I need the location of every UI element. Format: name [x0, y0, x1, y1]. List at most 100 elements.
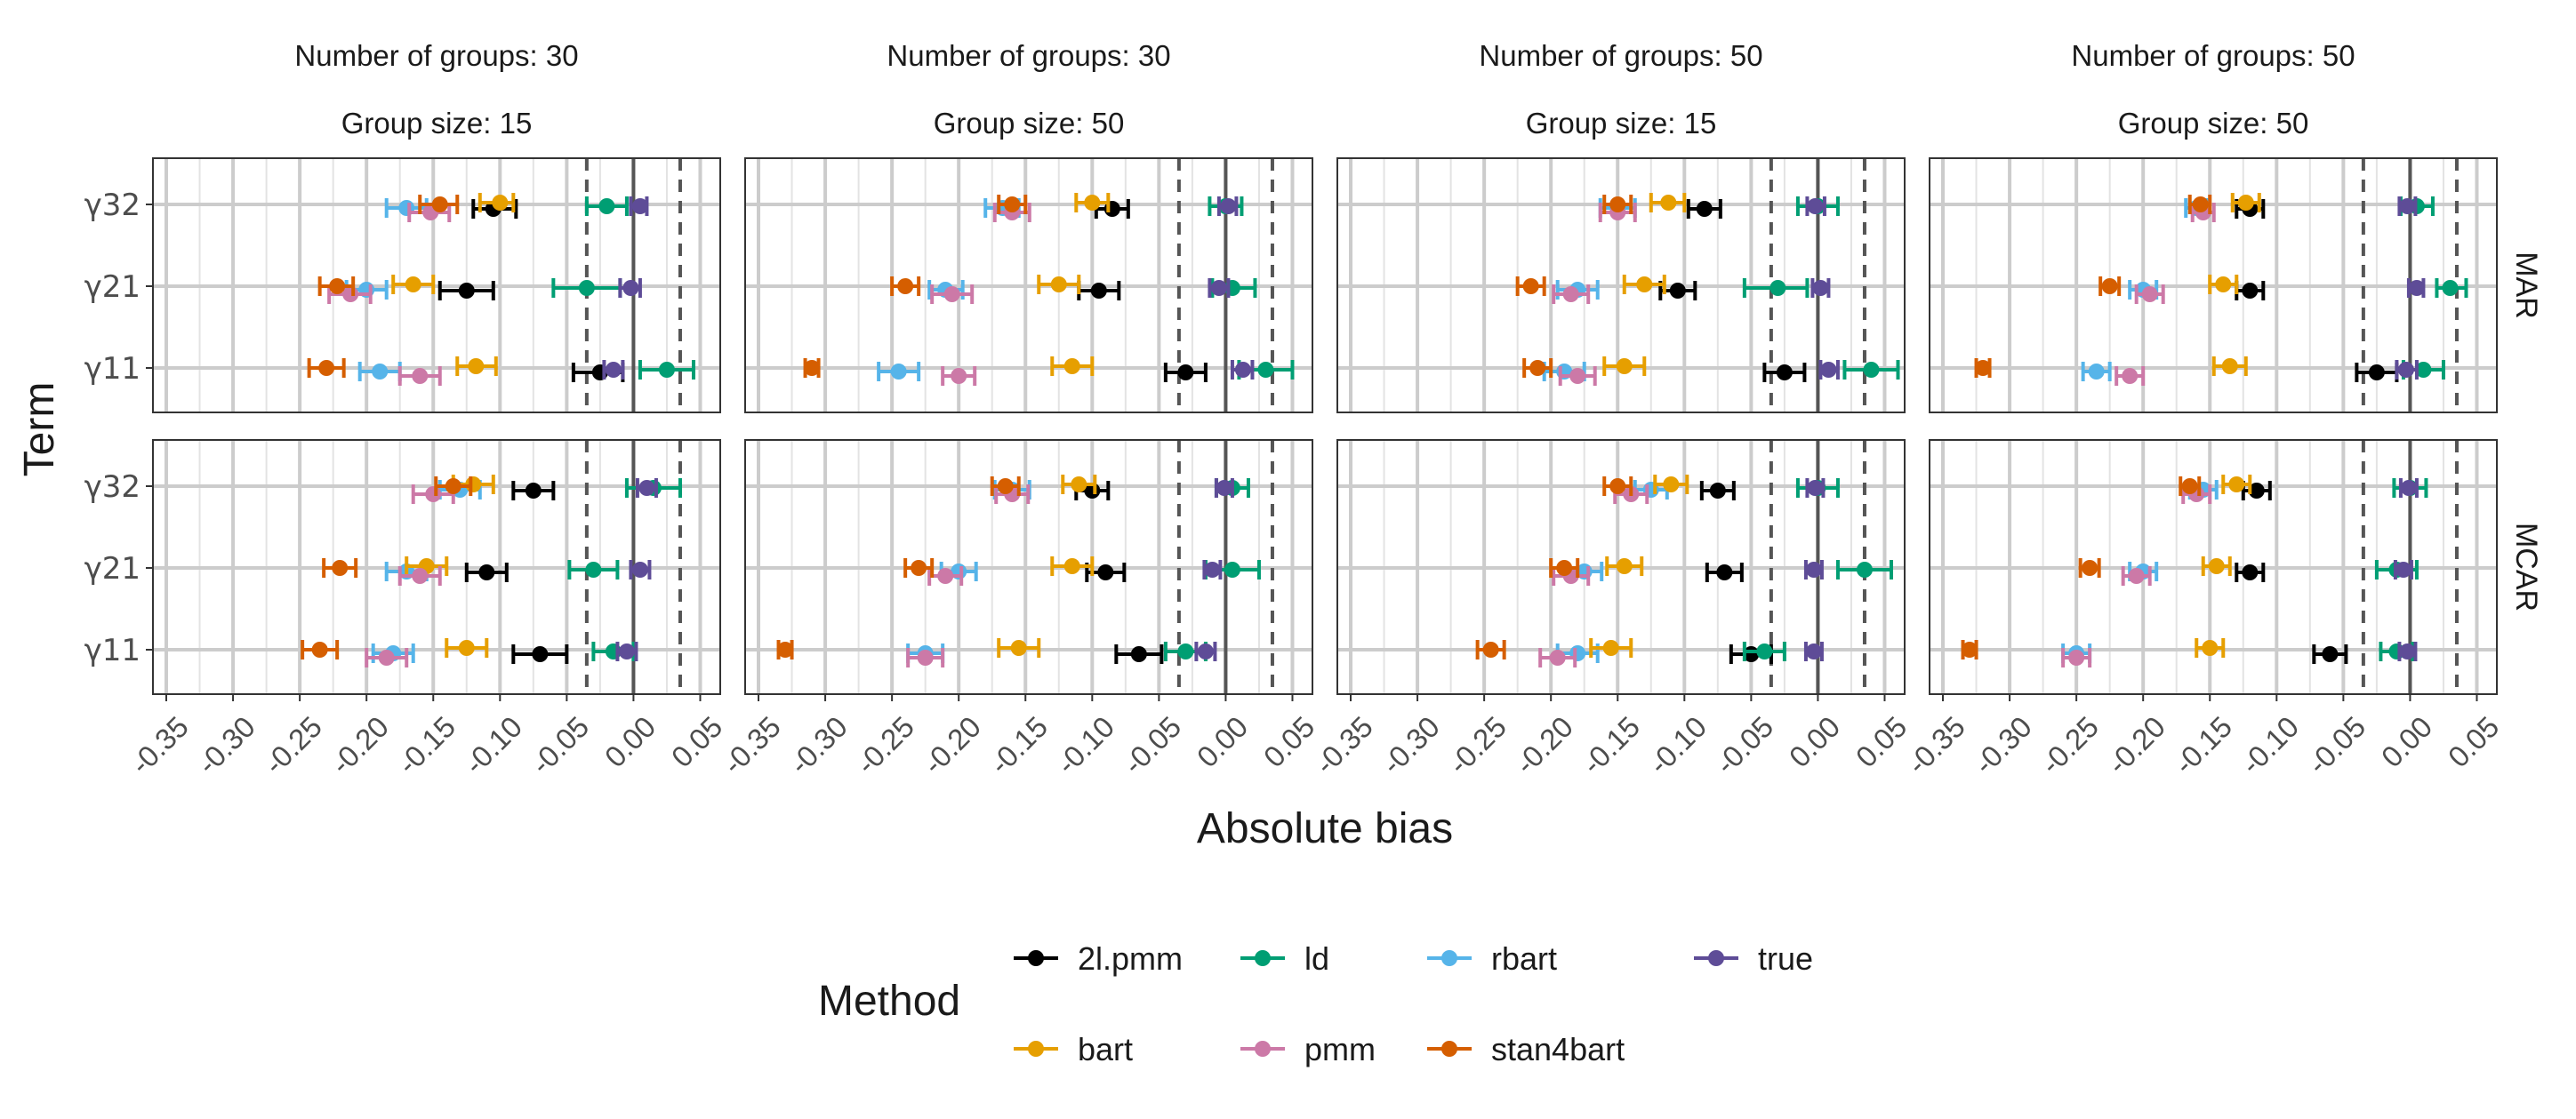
point-range — [1622, 275, 1666, 294]
panel-points — [803, 193, 1295, 386]
panel-border — [1929, 157, 2498, 413]
legend-label: rbart — [1491, 940, 1557, 977]
data-point — [1529, 360, 1546, 376]
data-point — [2415, 362, 2432, 378]
data-point — [2248, 483, 2265, 499]
point-range — [2312, 644, 2348, 664]
legend-items: 2l.pmm ld rbart true bart pmm stan4bart — [1014, 940, 1813, 1067]
point-range — [455, 356, 498, 376]
point-range — [1050, 556, 1095, 576]
point-range — [930, 284, 975, 304]
panel-border — [744, 157, 1313, 413]
x-axis-title: Absolute bias — [1197, 805, 1453, 852]
x-tick-label: -0.25 — [2034, 710, 2105, 780]
data-point — [631, 198, 648, 214]
data-point — [2242, 564, 2259, 580]
point-range — [1686, 199, 1722, 219]
data-point — [1177, 643, 1194, 659]
data-point — [2221, 358, 2238, 374]
point-range — [1742, 642, 1786, 661]
data-point — [2141, 286, 2158, 302]
data-point — [1663, 476, 1680, 492]
point-range — [2061, 648, 2092, 667]
point-range — [1515, 276, 1546, 296]
x-tick-label: -0.05 — [525, 710, 595, 780]
legend-item: bart — [1014, 1031, 1133, 1067]
data-point — [2181, 478, 2198, 494]
x-tick-label: -0.30 — [191, 710, 261, 780]
x-tick-label: 0.05 — [2442, 710, 2506, 774]
point-range — [1216, 196, 1239, 216]
point-range — [2395, 360, 2419, 380]
data-point — [2082, 560, 2099, 576]
facet-header-groups: Number of groups: 50 — [1479, 39, 1762, 72]
x-tick-label: -0.20 — [1509, 710, 1579, 780]
legend-item: pmm — [1240, 1031, 1376, 1067]
data-point — [1562, 286, 1579, 302]
point-range — [567, 560, 620, 579]
point-range — [990, 476, 1021, 496]
data-point — [318, 360, 335, 376]
data-point — [1807, 480, 1824, 496]
point-range — [615, 642, 638, 661]
data-point — [1234, 362, 1251, 378]
point-range — [2235, 281, 2266, 300]
data-point — [458, 640, 475, 656]
data-point — [890, 364, 907, 380]
x-tick-label: -0.25 — [850, 710, 920, 780]
x-tick-label: 0.05 — [1257, 710, 1321, 774]
data-point — [2068, 650, 2085, 666]
legend-item: true — [1694, 940, 1813, 977]
panels — [152, 157, 2498, 695]
point-range — [927, 566, 964, 586]
point-range — [1214, 478, 1234, 498]
data-point — [1197, 643, 1214, 659]
data-point — [1776, 364, 1793, 380]
point-range — [2121, 566, 2152, 586]
point-range — [1114, 644, 1164, 664]
data-point — [1609, 478, 1626, 494]
data-point — [917, 650, 934, 666]
point-range — [1602, 195, 1633, 214]
point-range — [618, 278, 642, 298]
data-point — [1616, 558, 1633, 574]
data-point — [1257, 362, 1274, 378]
legend-key-point — [1441, 950, 1457, 966]
point-range — [2393, 560, 2413, 579]
data-point — [1004, 196, 1021, 212]
point-range — [365, 648, 409, 667]
point-range — [1810, 278, 1831, 298]
data-point — [1130, 646, 1147, 662]
point-range — [997, 638, 1041, 658]
data-point — [2192, 196, 2209, 212]
data-point — [578, 280, 595, 296]
panel-points — [1961, 475, 2428, 667]
x-tick-label: -0.25 — [1442, 710, 1513, 780]
point-range — [1762, 363, 1807, 382]
point-range — [1552, 284, 1591, 304]
x-tick-label: -0.20 — [325, 710, 395, 780]
data-point — [2237, 195, 2254, 211]
x-tick-label: -0.30 — [1376, 710, 1446, 780]
point-range — [477, 193, 516, 212]
data-point — [638, 480, 655, 496]
data-point — [1820, 362, 1837, 378]
data-point — [1709, 483, 1726, 499]
data-point — [412, 368, 429, 384]
data-point — [1482, 642, 1499, 658]
x-tick-label: -0.10 — [458, 710, 528, 780]
point-range — [2406, 278, 2426, 298]
y-tick-label: γ11 — [84, 351, 140, 387]
data-point — [1756, 643, 1773, 659]
point-range — [890, 276, 921, 296]
legend-key-point — [1708, 950, 1724, 966]
point-range — [1835, 560, 1893, 579]
data-point — [425, 486, 442, 502]
data-point — [1549, 650, 1566, 666]
data-point — [1975, 360, 1992, 376]
point-range — [803, 358, 821, 378]
legend-key-point — [1441, 1041, 1457, 1057]
data-point — [2442, 280, 2459, 296]
point-range — [2078, 558, 2101, 578]
point-range — [2179, 476, 2202, 496]
